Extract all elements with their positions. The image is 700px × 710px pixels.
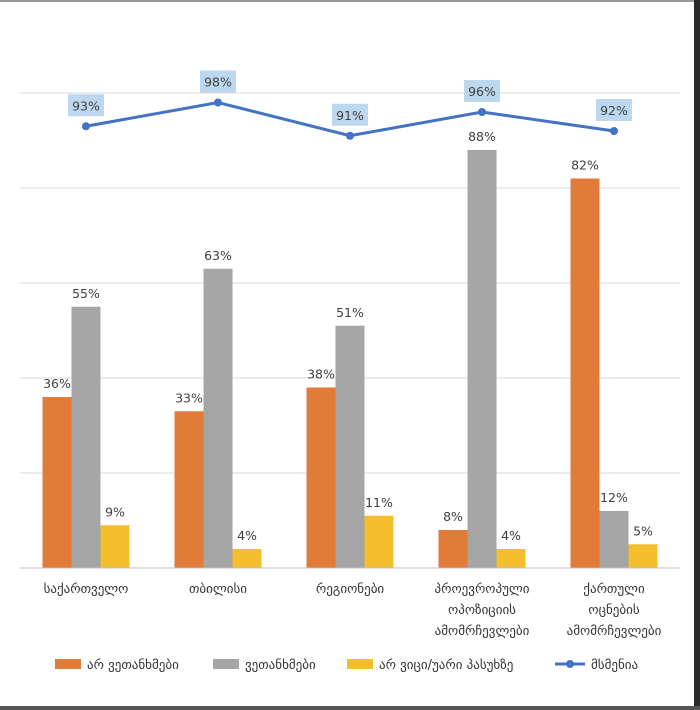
bar: [306, 387, 336, 568]
category-label: ამომრჩევლები: [567, 624, 662, 639]
line-marker: [610, 127, 618, 135]
bar-value-label: 82%: [571, 158, 599, 173]
line-label-box: [464, 80, 500, 102]
bar-value-label: 38%: [307, 367, 335, 382]
bar: [599, 511, 629, 568]
category-label: ოპოზიციის: [448, 603, 516, 618]
line-marker: [82, 122, 90, 131]
line-value-label: 92%: [600, 103, 628, 118]
category-label: პროევროპული: [435, 582, 530, 597]
bar: [203, 268, 233, 568]
line-label-box: [68, 94, 104, 117]
line-marker: [346, 131, 354, 140]
category-label: ამომრჩევლები: [435, 624, 530, 639]
category-label: ქართული: [583, 582, 645, 597]
bar-value-label: 55%: [72, 286, 100, 301]
legend-label: ვეთანხმები: [245, 658, 316, 673]
category-label: თბილისი: [189, 582, 247, 597]
bar: [467, 150, 497, 568]
line-value-label: 96%: [468, 84, 496, 99]
bar-value-label: 9%: [105, 504, 125, 519]
bar: [71, 306, 101, 568]
line-label-box: [200, 70, 236, 93]
bar: [364, 515, 394, 568]
legend-swatch: [213, 659, 239, 669]
category-label: საქართველო: [44, 582, 129, 597]
legend-swatch: [55, 659, 81, 669]
bar-value-label: 11%: [365, 495, 393, 510]
bar-value-label: 4%: [237, 528, 257, 543]
frame-bottom-edge: [0, 706, 700, 710]
bar-value-label: 4%: [501, 528, 521, 543]
legend-label: არ ვეთანხმები: [87, 658, 179, 673]
line-value-label: 93%: [72, 98, 100, 113]
bar-value-label: 36%: [43, 376, 71, 391]
line-value-label: 98%: [204, 75, 232, 90]
bar: [570, 178, 600, 568]
frame-right-edge: [694, 0, 700, 710]
legend-swatch: [347, 659, 373, 669]
category-label: რეგიონები: [316, 582, 385, 597]
bar: [335, 325, 365, 568]
bar: [628, 544, 658, 568]
legend-label: მსმენია: [591, 658, 638, 673]
bar: [100, 525, 130, 568]
bar-value-label: 63%: [204, 248, 232, 263]
bar-value-label: 33%: [175, 390, 203, 405]
bar-value-label: 88%: [468, 129, 496, 144]
category-label: ოცნების: [588, 603, 639, 618]
line-marker: [478, 108, 486, 116]
line-marker: [214, 98, 222, 107]
legend-line-marker: [566, 660, 574, 668]
line-label-box: [596, 99, 632, 121]
bar: [496, 549, 526, 568]
line-value-label: 91%: [336, 108, 364, 123]
frame-top-edge: [0, 0, 700, 2]
bar-value-label: 8%: [443, 509, 463, 524]
legend-label: არ ვიცი/უარი პასუხზე: [379, 658, 513, 673]
bar: [42, 397, 72, 568]
bar-value-label: 51%: [336, 305, 364, 320]
bar: [438, 530, 468, 568]
line-label-box: [332, 103, 368, 126]
bar-value-label: 5%: [633, 523, 653, 538]
bar-value-label: 12%: [600, 490, 628, 505]
bar: [232, 549, 262, 568]
bar: [174, 411, 204, 568]
